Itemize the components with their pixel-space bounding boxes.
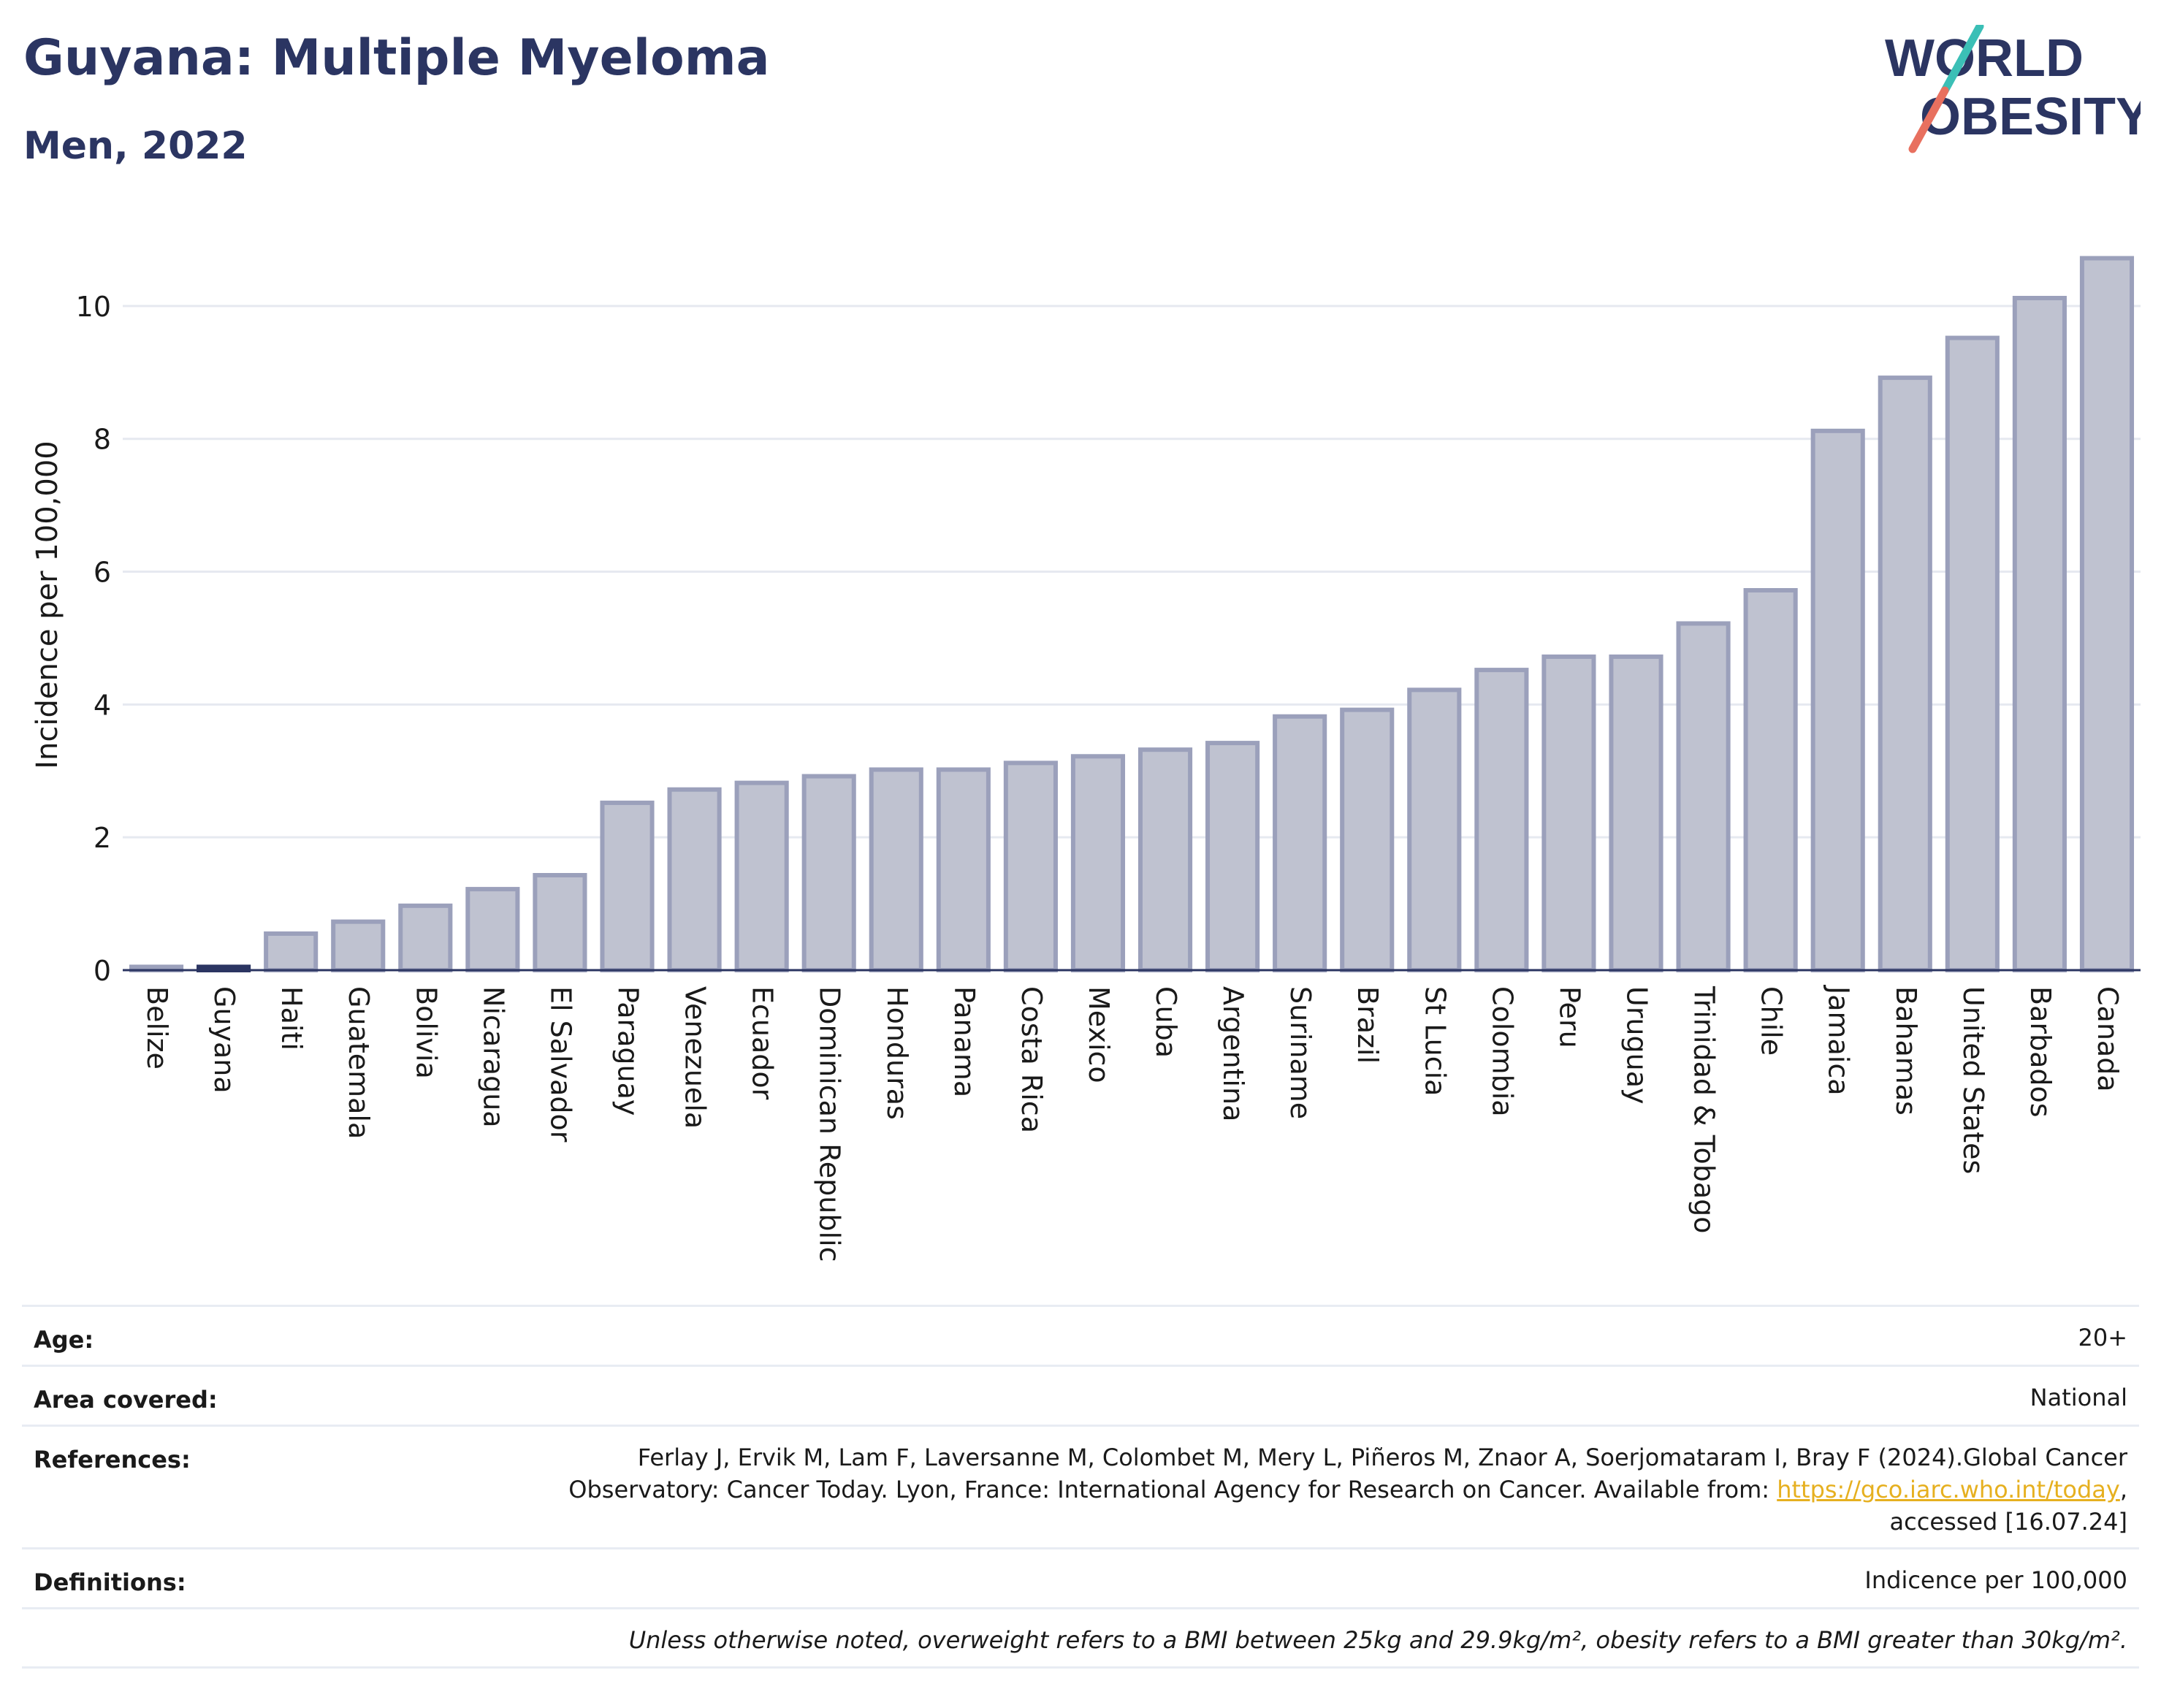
meta-row-age: Age: 20+ xyxy=(22,1305,2139,1365)
references-value: Ferlay J, Ervik M, Lam F, Laversanne M, … xyxy=(568,1441,2127,1538)
bar-peru xyxy=(1541,654,1596,973)
definitions-value: Indicence per 100,000 xyxy=(1864,1566,2127,1594)
x-tick-label: Trinidad & Tobago xyxy=(1688,985,1720,1234)
y-tick-labels: 0 2 4 6 8 10 xyxy=(76,291,111,987)
x-tick-label: Haiti xyxy=(275,986,308,1051)
chart-title: Guyana: Multiple Myeloma xyxy=(23,29,770,87)
x-tick-label: Belize xyxy=(141,986,173,1070)
bar-suriname xyxy=(1273,714,1327,973)
x-tick-label: St Lucia xyxy=(1419,986,1451,1096)
x-tick-label: Costa Rica xyxy=(1015,986,1048,1133)
references-line2-end: , xyxy=(2119,1476,2127,1503)
gridlines xyxy=(123,305,2141,839)
logo-slash-bottom xyxy=(1908,86,1949,153)
world-obesity-logo: WORLD OBESITY xyxy=(1885,25,2141,153)
x-tick-label: Colombia xyxy=(1486,986,1518,1117)
x-tick-label: Brazil xyxy=(1352,986,1384,1064)
bar-nicaragua xyxy=(465,887,520,973)
x-tick-label: El Salvador xyxy=(544,986,576,1143)
metadata-table: Age: 20+ Area covered: National Referenc… xyxy=(22,1305,2139,1669)
bar-argentina xyxy=(1205,741,1260,972)
x-tick-label: United States xyxy=(1957,986,1989,1174)
x-tick-label: Bolivia xyxy=(410,986,442,1079)
x-tick-label: Ecuador xyxy=(747,986,779,1100)
x-tick-label: Honduras xyxy=(881,986,913,1120)
references-line3: accessed [16.07.24] xyxy=(1889,1508,2127,1536)
bar-cuba xyxy=(1137,747,1193,972)
area-label: Area covered: xyxy=(34,1386,218,1414)
y-tick-label: 10 xyxy=(76,291,111,323)
bar-chile xyxy=(1743,588,1798,972)
bar-honduras xyxy=(869,767,923,973)
bar-paraguay xyxy=(600,800,655,972)
references-line2: Observatory: Cancer Today. Lyon, France:… xyxy=(568,1476,1777,1503)
x-tick-label: Canada xyxy=(2092,986,2124,1092)
x-tick-label: Peru xyxy=(1553,986,1585,1048)
x-tick-label: Barbados xyxy=(2024,986,2057,1118)
bar-barbados xyxy=(2012,296,2067,972)
bar-panama xyxy=(936,767,991,973)
age-label: Age: xyxy=(34,1326,94,1354)
references-label: References: xyxy=(34,1446,191,1473)
logo-line1: WORLD xyxy=(1885,29,2084,88)
meta-row-definitions: Definitions: Indicence per 100,000 xyxy=(22,1547,2139,1607)
bar-brazil xyxy=(1340,707,1395,972)
bmi-note: Unless otherwise noted, overweight refer… xyxy=(628,1626,2127,1654)
bar-canada xyxy=(2079,256,2135,973)
x-tick-label: Jamaica xyxy=(1823,985,1855,1096)
logo-slash-top xyxy=(1940,25,1984,95)
x-tick-label: Chile xyxy=(1756,986,1788,1056)
bar-bahamas xyxy=(1878,375,1932,972)
meta-row-note: Unless otherwise noted, overweight refer… xyxy=(22,1607,2139,1669)
bar-guatemala xyxy=(331,919,386,972)
bar-bolivia xyxy=(398,903,453,973)
bar-ecuador xyxy=(734,780,789,972)
bar-st-lucia xyxy=(1407,687,1462,972)
y-tick-label: 0 xyxy=(94,955,111,987)
y-tick-label: 4 xyxy=(94,689,111,721)
x-tick-label: Bahamas xyxy=(1890,986,1922,1116)
x-tick-label: Venezuela xyxy=(679,986,712,1129)
y-axis-label: Incidence per 100,000 xyxy=(31,441,64,769)
meta-row-area: Area covered: National xyxy=(22,1365,2139,1425)
bar-haiti xyxy=(264,931,319,972)
bar-venezuela xyxy=(667,787,722,973)
age-value: 20+ xyxy=(2078,1324,2127,1351)
references-line1: Ferlay J, Ervik M, Lam F, Laversanne M, … xyxy=(637,1444,2127,1471)
bar-costa-rica xyxy=(1003,760,1058,972)
x-tick-label: Guatemala xyxy=(343,986,375,1139)
x-tick-label: Uruguay xyxy=(1621,986,1653,1105)
bar-el-salvador xyxy=(533,873,587,972)
y-tick-label: 6 xyxy=(94,557,111,589)
x-tick-label: Paraguay xyxy=(612,986,644,1116)
x-tick-label: Dominican Republic xyxy=(814,986,846,1262)
x-tick-label: Suriname xyxy=(1284,986,1316,1119)
bars xyxy=(129,256,2135,973)
x-tick-label: Cuba xyxy=(1150,986,1182,1058)
x-tick-label: Mexico xyxy=(1083,986,1115,1083)
bar-dominican-republic xyxy=(801,774,856,972)
bar-jamaica xyxy=(1810,428,1865,972)
bar-united-states xyxy=(1945,335,2000,972)
x-tick-label: Argentina xyxy=(1217,986,1249,1121)
bar-colombia xyxy=(1474,668,1529,972)
x-tick-label: Guyana xyxy=(208,986,240,1094)
y-tick-label: 8 xyxy=(94,424,111,456)
area-value: National xyxy=(2029,1384,2127,1411)
x-tick-labels: Belize Guyana Haiti Guatemala Bolivia Nicarag… xyxy=(141,985,2124,1262)
bar-trinidad-tobago xyxy=(1676,621,1731,972)
x-tick-label: Nicaragua xyxy=(477,986,509,1128)
x-tick-label: Panama xyxy=(948,986,980,1097)
references-link[interactable]: https://gco.iarc.who.int/today xyxy=(1777,1476,2120,1503)
bar-chart: 0 2 4 6 8 10 Belize Guyana Haiti Guatemala Bolivi… xyxy=(31,256,2141,1262)
y-tick-label: 2 xyxy=(94,822,111,854)
logo-line2: OBESITY xyxy=(1920,88,2141,146)
bar-mexico xyxy=(1070,754,1126,972)
chart-subtitle: Men, 2022 xyxy=(23,124,248,168)
bar-uruguay xyxy=(1609,654,1663,973)
meta-row-references: References: Ferlay J, Ervik M, Lam F, La… xyxy=(22,1425,2139,1547)
definitions-label: Definitions: xyxy=(34,1568,186,1596)
